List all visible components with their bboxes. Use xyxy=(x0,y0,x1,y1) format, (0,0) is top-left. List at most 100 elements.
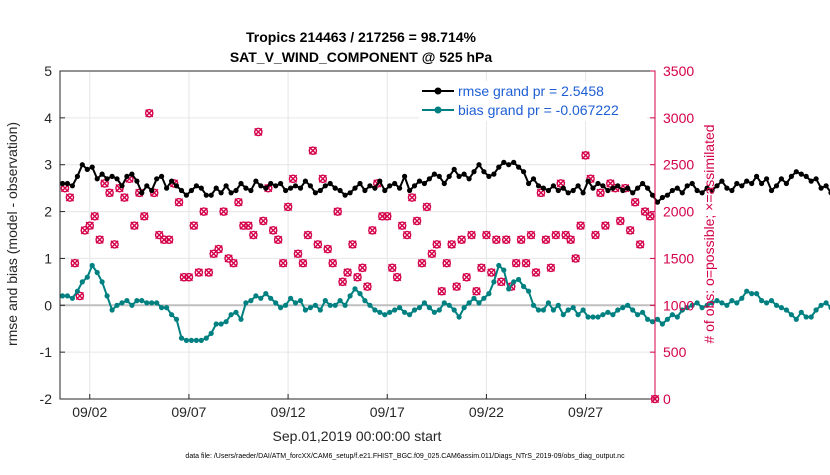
obs-assimilated-marker xyxy=(488,269,495,276)
rmse-point xyxy=(655,200,660,205)
rmse-point xyxy=(417,179,422,184)
rmse-point xyxy=(546,188,551,193)
obs-count-point xyxy=(329,260,336,267)
rmse-point xyxy=(70,183,75,188)
y2-tick-label: 2000 xyxy=(663,204,694,220)
rmse-point xyxy=(95,176,100,181)
rmse-point xyxy=(392,181,397,186)
bias-point xyxy=(734,300,739,305)
rmse-point xyxy=(779,176,784,181)
x-axis-label: Sep.01,2019 00:00:00 start xyxy=(273,428,442,444)
y-tick-label: 1 xyxy=(44,250,52,266)
rmse-point xyxy=(625,186,630,191)
bias-point xyxy=(372,307,377,312)
obs-assimilated-marker xyxy=(646,213,653,220)
obs-count-point xyxy=(532,269,539,276)
bias-point xyxy=(729,298,734,303)
rmse-point xyxy=(243,186,248,191)
bias-point xyxy=(665,317,670,322)
bias-point xyxy=(744,289,749,294)
obs-assimilated-marker xyxy=(250,231,257,238)
obs-assimilated-marker xyxy=(433,241,440,248)
obs-assimilated-marker xyxy=(304,231,311,238)
obs-assimilated-marker xyxy=(354,274,361,281)
rmse-point xyxy=(283,188,288,193)
obs-assimilated-marker xyxy=(408,194,415,201)
bias-point xyxy=(695,300,700,305)
obs-assimilated-marker xyxy=(493,236,500,243)
obs-count-point xyxy=(602,222,609,229)
bias-point xyxy=(640,310,645,315)
bias-point xyxy=(134,298,139,303)
y2-tick-label: 3500 xyxy=(663,63,694,79)
bias-point xyxy=(462,305,467,310)
bias-point xyxy=(357,291,362,296)
obs-assimilated-marker xyxy=(270,227,277,234)
obs-count-point xyxy=(478,264,485,271)
bias-point xyxy=(65,293,70,298)
rmse-point xyxy=(809,179,814,184)
obs-count-point xyxy=(498,278,505,285)
rmse-point xyxy=(471,169,476,174)
obs-count-point xyxy=(413,217,420,224)
obs-assimilated-marker xyxy=(423,203,430,210)
obs-count-point xyxy=(408,194,415,201)
obs-assimilated-marker xyxy=(215,245,222,252)
obs-assimilated-marker xyxy=(503,236,510,243)
obs-assimilated-marker xyxy=(195,269,202,276)
obs-assimilated-marker xyxy=(532,269,539,276)
bias-point xyxy=(645,317,650,322)
rmse-point xyxy=(377,179,382,184)
bias-point xyxy=(362,298,367,303)
bias-point xyxy=(110,307,115,312)
obs-count-point xyxy=(344,269,351,276)
rmse-point xyxy=(134,179,139,184)
rmse-point xyxy=(60,181,65,186)
bias-point xyxy=(238,317,243,322)
rmse-point xyxy=(362,188,367,193)
obs-count-point xyxy=(190,222,197,229)
obs-assimilated-marker xyxy=(205,269,212,276)
y2-tick-label: 0 xyxy=(663,391,671,407)
rmse-point xyxy=(258,183,263,188)
x-tick-label: 09/12 xyxy=(271,404,306,420)
obs-count-point xyxy=(513,260,520,267)
obs-count-point xyxy=(131,222,138,229)
bias-point xyxy=(263,291,268,296)
rmse-point xyxy=(462,172,467,177)
rmse-point xyxy=(576,183,581,188)
bias-point xyxy=(402,310,407,315)
rmse-point xyxy=(511,160,516,165)
bias-point xyxy=(174,317,179,322)
rmse-point xyxy=(333,186,338,191)
rmse-point xyxy=(357,181,362,186)
obs-assimilated-marker xyxy=(418,260,425,267)
obs-assimilated-marker xyxy=(478,264,485,271)
bias-point xyxy=(556,303,561,308)
obs-assimilated-marker xyxy=(498,278,505,285)
rmse-point xyxy=(789,174,794,179)
y-tick-label: 5 xyxy=(44,63,52,79)
rmse-point xyxy=(799,172,804,177)
bias-point xyxy=(377,310,382,315)
bias-point xyxy=(224,319,229,324)
obs-count-point xyxy=(369,227,376,234)
bias-point xyxy=(804,314,809,319)
obs-count-point xyxy=(91,213,98,220)
obs-assimilated-marker xyxy=(66,194,73,201)
obs-count-point xyxy=(175,199,182,206)
rmse-point xyxy=(744,179,749,184)
rmse-point xyxy=(645,186,650,191)
obs-assimilated-marker xyxy=(121,194,128,201)
rmse-point xyxy=(526,181,531,186)
bias-point xyxy=(343,303,348,308)
obs-assimilated-marker xyxy=(394,274,401,281)
obs-count-point xyxy=(522,260,529,267)
rmse-point xyxy=(784,181,789,186)
bias-point xyxy=(511,279,516,284)
obs-count-point xyxy=(552,231,559,238)
rmse-point xyxy=(412,183,417,188)
obs-assimilated-marker xyxy=(399,222,406,229)
rmse-point xyxy=(516,165,521,170)
obs-assimilated-marker xyxy=(245,222,252,229)
